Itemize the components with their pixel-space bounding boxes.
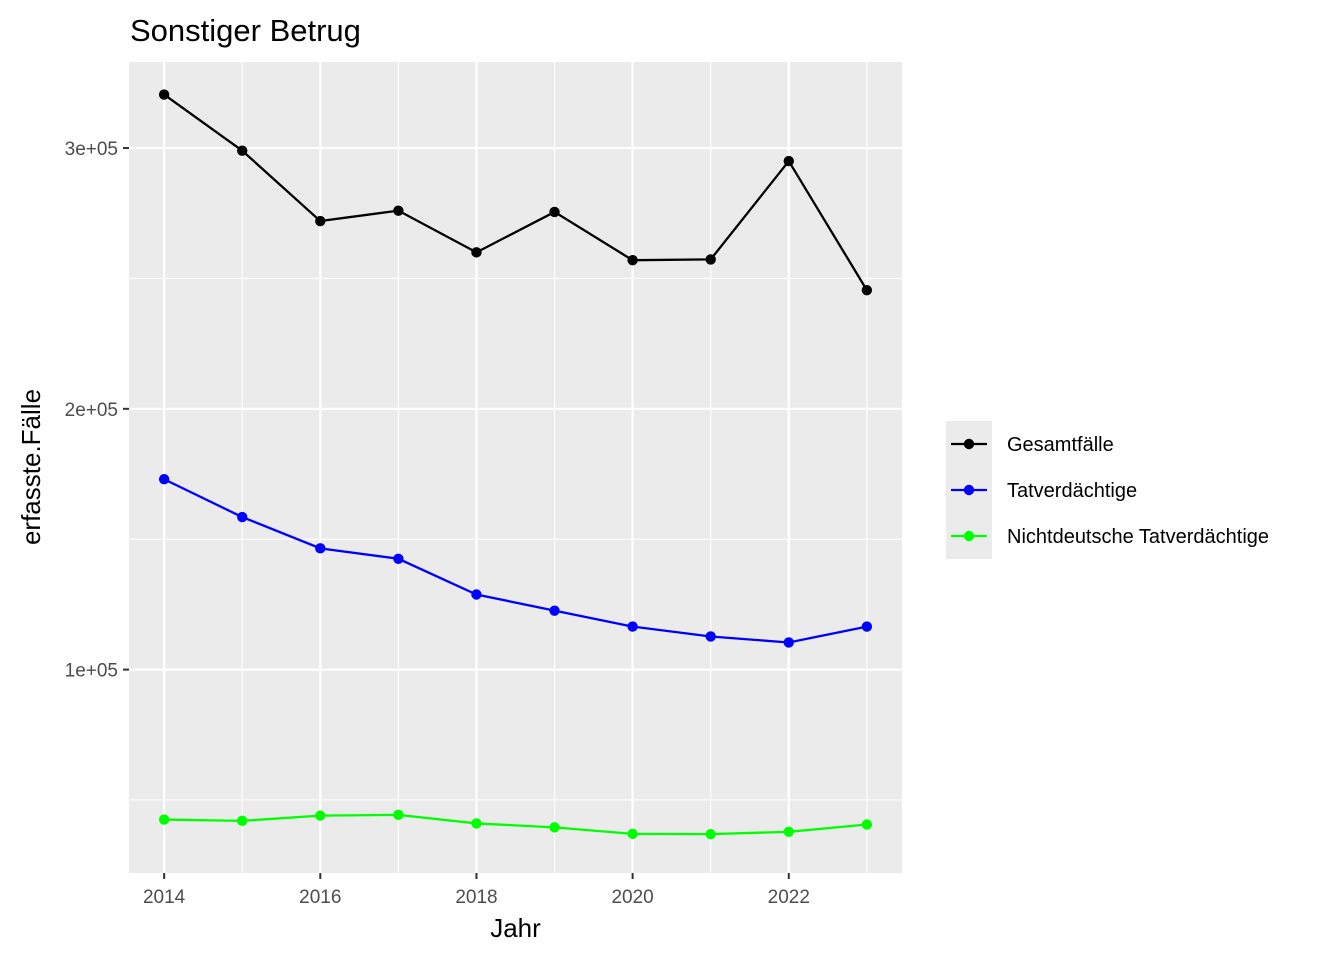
- data-point: [783, 826, 794, 837]
- series-line: [163, 93, 868, 291]
- data-point: [549, 822, 560, 833]
- x-axis-title: Jahr: [490, 913, 541, 943]
- y-axis-title: erfasste.Fälle: [16, 389, 46, 545]
- x-tick-label: 2016: [299, 887, 341, 908]
- data-point: [627, 828, 638, 840]
- data-point: [158, 814, 170, 825]
- grid-minor: [129, 62, 902, 873]
- series-line: [163, 478, 868, 644]
- data-point: [861, 621, 873, 632]
- data-point: [393, 553, 404, 564]
- data-point: [315, 215, 326, 227]
- data-point: [705, 254, 716, 265]
- legend-label: Nichtdeutsche Tatverdächtige: [1007, 526, 1269, 548]
- axis-ticks: [123, 147, 790, 879]
- data-point: [705, 631, 716, 642]
- data-point: [237, 511, 248, 523]
- legend-key-point: [963, 484, 975, 496]
- y-tick-label: 3e+05: [65, 139, 118, 160]
- x-tick-label: 2020: [611, 887, 653, 908]
- series-layer: [158, 89, 873, 840]
- legend-label: Gesamtfälle: [1007, 434, 1114, 456]
- data-point: [549, 206, 560, 218]
- y-tick-label: 2e+05: [65, 400, 118, 421]
- tick-labels: 2014 2016 2018 2020 2022 1e+05 2e+05 3e+05: [65, 139, 810, 908]
- series-line: [164, 813, 867, 836]
- data-point: [393, 205, 404, 216]
- data-point: [237, 145, 248, 156]
- data-point: [549, 605, 560, 616]
- data-point: [471, 247, 482, 258]
- data-point: [471, 818, 482, 829]
- chart-title: Sonstiger Betrug: [130, 13, 361, 48]
- data-point: [315, 810, 326, 821]
- data-point: [627, 621, 638, 632]
- data-point: [158, 89, 170, 100]
- grid-major: [129, 62, 902, 873]
- data-point: [627, 254, 638, 266]
- data-point: [471, 589, 482, 600]
- data-point: [237, 815, 248, 827]
- y-tick-label: 1e+05: [65, 661, 118, 682]
- data-point: [705, 828, 716, 840]
- data-point: [158, 474, 170, 485]
- legend-label: Tatverdächtige: [1007, 480, 1137, 502]
- data-point: [393, 809, 404, 821]
- data-point: [861, 284, 873, 296]
- x-tick-label: 2018: [455, 887, 497, 908]
- data-point: [315, 543, 326, 554]
- x-tick-label: 2022: [768, 887, 810, 908]
- x-tick-label: 2014: [143, 887, 186, 908]
- data-point: [783, 637, 794, 648]
- legend: Gesamtfälle Tatverdächtige Nichtdeutsche T…: [946, 421, 1269, 559]
- plot-panel: [129, 62, 902, 873]
- legend-key-point: [963, 530, 975, 542]
- legend-key-point: [963, 438, 975, 450]
- data-point: [861, 819, 873, 830]
- data-point: [783, 155, 794, 167]
